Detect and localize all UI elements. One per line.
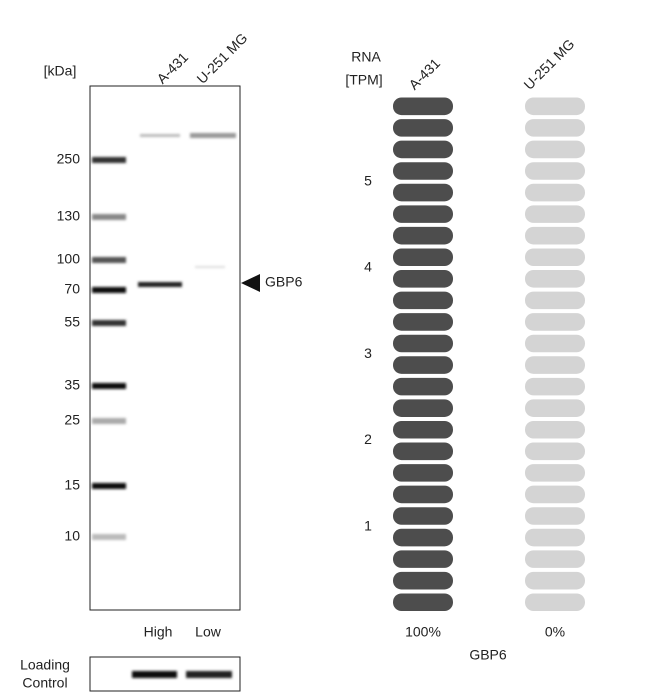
lane-label: U-251 MG [520, 36, 577, 93]
ladder-band [92, 483, 126, 489]
blot-frame [89, 85, 241, 611]
ladder-band [92, 383, 126, 389]
pill [393, 420, 453, 439]
ladder-band [92, 257, 126, 263]
pill [525, 507, 585, 525]
pill [525, 205, 585, 223]
rna-title: RNA [351, 49, 381, 65]
ladder-band [92, 534, 126, 540]
band [195, 266, 225, 268]
pill [393, 226, 453, 245]
pill [393, 248, 453, 266]
ladder-band [92, 287, 126, 293]
pill [525, 334, 585, 353]
pill [393, 97, 453, 116]
marker-label: 10 [64, 528, 80, 544]
pill [525, 442, 585, 461]
pill [525, 226, 585, 245]
y-tick-label: 2 [364, 431, 372, 447]
pill [393, 162, 453, 180]
pill [393, 183, 453, 202]
pill [525, 162, 585, 180]
pill [525, 528, 585, 547]
pill [525, 313, 585, 331]
gene-label: GBP6 [469, 647, 507, 663]
band [140, 134, 180, 137]
marker-label: 25 [64, 412, 80, 428]
band [190, 133, 236, 138]
pill [393, 334, 453, 353]
pill [393, 313, 453, 331]
ladder-band [92, 214, 126, 220]
marker-label: 100 [57, 251, 81, 267]
pill [393, 571, 453, 590]
pill [393, 140, 453, 159]
target-arrow [241, 274, 260, 292]
marker-label: 70 [64, 281, 80, 297]
ladder-band [92, 418, 126, 424]
lane-label: A-431 [153, 49, 191, 87]
level-label: Low [195, 624, 222, 640]
pill [525, 464, 585, 482]
pill [393, 356, 453, 374]
lane-label: A-431 [405, 55, 443, 93]
pill [525, 140, 585, 159]
pill [393, 270, 453, 288]
pill [393, 485, 453, 504]
pill-column [393, 97, 453, 611]
marker-label: 35 [64, 377, 80, 393]
pill [525, 356, 585, 374]
marker-label: 130 [57, 208, 81, 224]
pill [525, 291, 585, 310]
band [138, 282, 182, 287]
pill [393, 399, 453, 417]
unit-label: [kDa] [44, 63, 77, 79]
loading-label: Loading [20, 657, 70, 673]
pill [525, 377, 585, 396]
ladder-band [92, 320, 126, 326]
y-tick-label: 4 [364, 259, 372, 275]
pill [525, 183, 585, 202]
pill [393, 507, 453, 525]
target-label: GBP6 [265, 274, 303, 290]
pill [525, 119, 585, 137]
marker-label: 250 [57, 151, 81, 167]
pill [393, 528, 453, 547]
sample-bands [132, 133, 236, 678]
pill [525, 399, 585, 417]
lane-label: U-251 MG [193, 30, 250, 87]
pill [393, 119, 453, 137]
y-tick-label: 1 [364, 517, 372, 533]
band [132, 671, 177, 678]
ladder [92, 157, 126, 540]
pill [525, 550, 585, 568]
pill [393, 291, 453, 310]
pill [525, 485, 585, 504]
pill [525, 593, 585, 611]
pill [393, 377, 453, 396]
pill [525, 420, 585, 439]
pill [393, 550, 453, 568]
pill [393, 464, 453, 482]
value-label: 100% [405, 624, 441, 640]
marker-label: 55 [64, 314, 80, 330]
level-label: High [144, 624, 173, 640]
band [186, 671, 232, 678]
y-tick-label: 3 [364, 345, 372, 361]
pill [525, 97, 585, 116]
value-label: 0% [545, 624, 565, 640]
pill [525, 571, 585, 590]
pill [525, 248, 585, 266]
pill-column [525, 97, 585, 611]
ladder-band [92, 157, 126, 163]
pill [393, 442, 453, 461]
y-tick-label: 5 [364, 172, 372, 188]
loading-label: Control [22, 675, 67, 691]
pill [393, 205, 453, 223]
marker-label: 15 [64, 477, 80, 493]
pill [393, 593, 453, 611]
pill [525, 270, 585, 288]
rna-title: [TPM] [345, 72, 382, 88]
